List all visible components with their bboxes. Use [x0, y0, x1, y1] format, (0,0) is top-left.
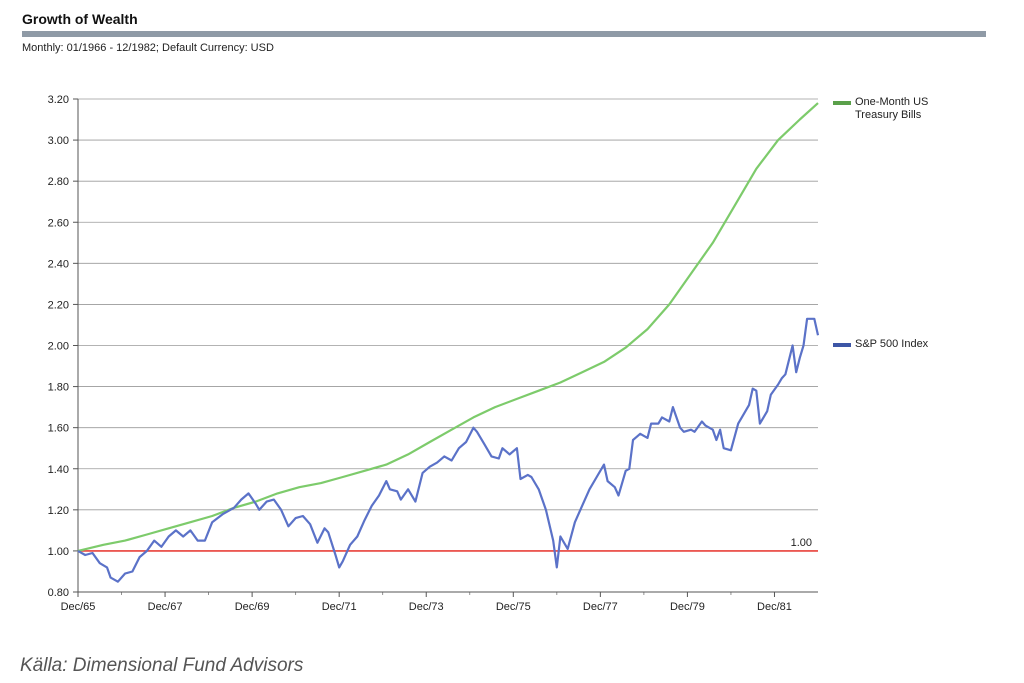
x-tick-label: Dec/77	[583, 601, 618, 613]
axes	[73, 98, 818, 597]
x-tick-label: Dec/71	[322, 601, 357, 613]
legend-swatch-treasury	[833, 101, 851, 105]
y-tick-label: 3.00	[48, 135, 69, 147]
y-tick-label: 3.20	[48, 94, 69, 106]
legend-label: Treasury Bills	[855, 109, 922, 121]
source-note: Källa: Dimensional Fund Advisors	[20, 655, 304, 676]
y-tick-label: 1.40	[48, 464, 69, 476]
chart-title: Growth of Wealth	[22, 11, 138, 27]
y-tick-label: 2.60	[48, 217, 69, 229]
legend-swatch-sp500	[833, 343, 851, 347]
legend-label: One-Month US	[855, 96, 928, 108]
sp500-line	[77, 317, 820, 583]
y-tick-label: 1.20	[48, 505, 69, 517]
y-tick-label: 2.80	[48, 176, 69, 188]
title-divider	[22, 31, 986, 37]
chart-subtitle: Monthly: 01/1966 - 12/1982; Default Curr…	[22, 42, 274, 54]
x-tick-label: Dec/67	[148, 601, 183, 613]
grid-lines	[78, 98, 818, 552]
reference-line-label: 1.00	[791, 537, 812, 549]
y-tick-label: 2.00	[48, 341, 69, 353]
x-tick-label: Dec/79	[670, 601, 705, 613]
series-lines	[77, 102, 820, 583]
legend-label: S&P 500 Index	[855, 338, 929, 350]
x-tick-label: Dec/75	[496, 601, 531, 613]
treasury-bills-line	[77, 102, 819, 552]
tick-labels: 0.80 1.00 1.20 1.40 1.60 1.80 2.00 2.20 2.40 2.60…	[48, 94, 812, 613]
y-tick-label: 2.40	[48, 258, 69, 270]
y-tick-label: 1.00	[48, 546, 69, 558]
y-tick-label: 1.60	[48, 423, 69, 435]
y-tick-label: 2.20	[48, 299, 69, 311]
x-tick-label: Dec/69	[235, 601, 270, 613]
x-tick-label: Dec/81	[757, 601, 792, 613]
y-tick-label: 1.80	[48, 382, 69, 394]
x-tick-label: Dec/65	[61, 601, 96, 613]
y-tick-label: 0.80	[48, 587, 69, 599]
x-tick-label: Dec/73	[409, 601, 444, 613]
